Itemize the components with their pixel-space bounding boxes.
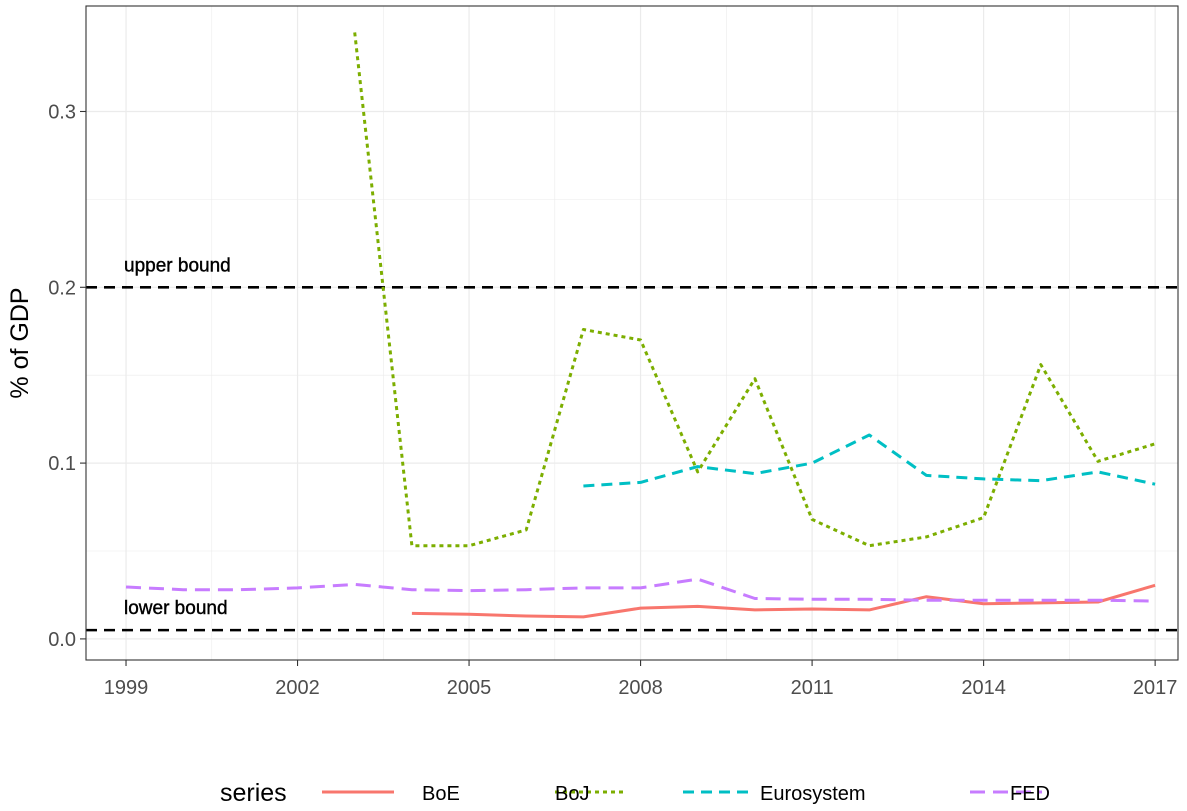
legend-label-eurosystem: Eurosystem bbox=[760, 783, 866, 805]
panel-background bbox=[86, 6, 1178, 660]
legend: series BoE BoJ Eurosystem FED bbox=[220, 779, 1050, 807]
axes: 1999 2002 2005 2008 2011 2014 2017 0.0 0.1 0.2 0.3 bbox=[48, 101, 1177, 699]
y-tick-label: 0.1 bbox=[48, 453, 76, 475]
series-line-eurosystem bbox=[583, 433, 1156, 488]
reference-line-label: lower bound bbox=[124, 598, 228, 619]
legend-title: series bbox=[220, 779, 287, 806]
x-tick-label: 1999 bbox=[104, 677, 149, 699]
legend-label-boj: BoJ bbox=[555, 783, 589, 805]
x-tick-label: 2011 bbox=[791, 677, 834, 699]
x-tick-label: 2014 bbox=[961, 677, 1006, 699]
reference-lines bbox=[86, 285, 1178, 632]
series-line-boe bbox=[411, 583, 1156, 619]
y-tick-label: 0.2 bbox=[48, 277, 76, 299]
y-tick-label: 0.0 bbox=[48, 629, 76, 651]
reference-line-labels: upper bound lower bound bbox=[124, 255, 231, 619]
grid bbox=[86, 6, 1178, 660]
legend-label-fed: FED bbox=[1010, 783, 1050, 805]
panel-border bbox=[85, 5, 1179, 661]
series-lines bbox=[125, 32, 1156, 619]
series-line-boj bbox=[353, 32, 1156, 548]
legend-label-boe: BoE bbox=[422, 783, 460, 805]
y-tick-label: 0.3 bbox=[48, 101, 76, 123]
series-line-fed bbox=[125, 577, 1156, 603]
x-tick-label: 2017 bbox=[1133, 677, 1178, 699]
x-tick-label: 2005 bbox=[447, 677, 492, 699]
y-axis-label: % of GDP bbox=[6, 287, 34, 398]
x-tick-label: 2002 bbox=[275, 677, 320, 699]
reference-line-label: upper bound bbox=[124, 255, 231, 276]
x-tick-label: 2008 bbox=[618, 677, 663, 699]
